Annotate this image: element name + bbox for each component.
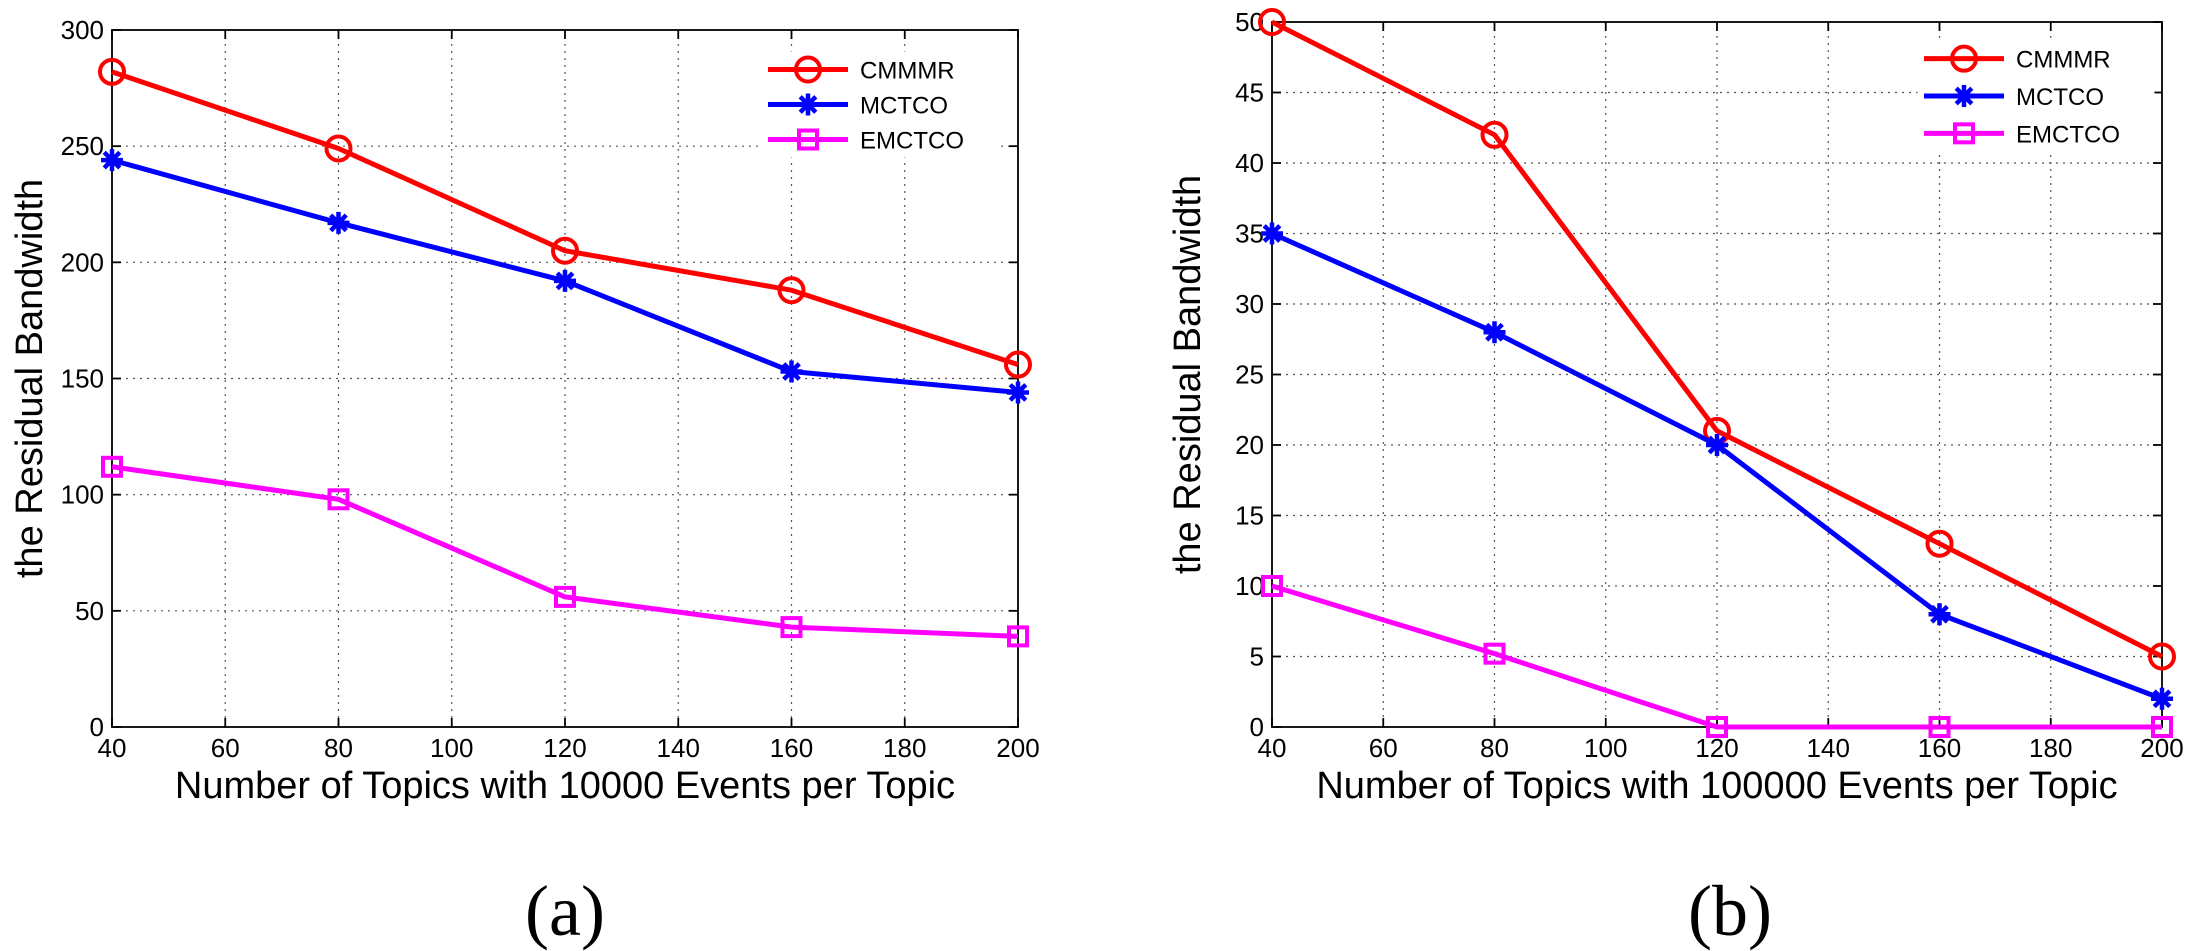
data-point-mctco — [2151, 687, 2173, 710]
y-tick-label: 25 — [1235, 360, 1264, 390]
data-point-mctco — [780, 360, 803, 383]
x-axis-title: Number of Topics with 10000 Events per T… — [175, 765, 955, 807]
x-tick-label: 60 — [211, 733, 240, 763]
legend: CMMMR MCTCO EMCTCO — [1917, 39, 2155, 153]
series-line-emctco — [111, 464, 1019, 639]
y-tick-label: 45 — [1235, 78, 1264, 108]
data-point-cmmmr — [1004, 350, 1032, 379]
data-point-mctco — [1007, 381, 1029, 404]
x-tick-label: 100 — [430, 733, 473, 763]
data-point-mctco — [1928, 603, 1951, 626]
y-axis-title: the Residual Bandwidth — [1167, 175, 1209, 574]
legend-label: CMMMR — [2016, 47, 2111, 74]
y-tick-label: 35 — [1235, 219, 1264, 249]
legend-label: MCTCO — [2016, 84, 2104, 111]
y-tick-label: 0 — [1250, 712, 1264, 742]
series-line-cmmmr — [111, 69, 1019, 367]
x-tick-label: 180 — [883, 733, 926, 763]
data-point-cmmmr — [2148, 642, 2176, 671]
data-point-emctco — [1007, 625, 1029, 648]
data-point-emctco — [2151, 716, 2173, 738]
y-tick-label: 20 — [1235, 430, 1264, 460]
data-point-cmmmr — [98, 57, 126, 86]
y-tick-label: 250 — [61, 131, 104, 161]
legend-marker-cmmmr — [794, 55, 822, 84]
legend-marker-mctco — [797, 93, 819, 116]
y-tick-label: 15 — [1235, 501, 1264, 531]
data-point-mctco — [554, 269, 576, 292]
data-point-emctco — [1706, 716, 1728, 738]
y-tick-label: 5 — [1250, 642, 1264, 672]
chart-panel-b: 40 60 80 100 120 140 160 180 2000510152025303540… — [1167, 7, 2184, 951]
data-point-emctco — [327, 488, 350, 511]
x-tick-label: 80 — [324, 733, 353, 763]
x-tick-label: 160 — [770, 733, 813, 763]
data-point-cmmmr — [1480, 120, 1509, 149]
x-tick-label: 60 — [1369, 733, 1398, 763]
data-point-mctco — [1483, 321, 1506, 344]
legend-marker-cmmmr — [1950, 44, 1978, 73]
panel-label: (b) — [1688, 871, 1772, 951]
x-tick-label: 80 — [1480, 733, 1509, 763]
data-point-cmmmr — [1258, 8, 1286, 36]
legend-marker-emctco — [1953, 122, 1975, 145]
y-tick-label: 40 — [1235, 148, 1264, 178]
x-axis-title: Number of Topics with 100000 Events per … — [1316, 765, 2117, 807]
chart-panel-a: 40 60 80 100 120 140 160 180 200 0 50 100 150 200 250 3… — [9, 15, 1040, 951]
data-point-cmmmr — [777, 276, 806, 305]
y-tick-label: 200 — [61, 247, 104, 277]
y-tick-label: 300 — [61, 15, 104, 45]
panel-label: (a) — [525, 871, 605, 951]
legend-label: EMCTCO — [2016, 121, 2120, 148]
data-point-cmmmr — [1925, 529, 1954, 558]
series-line-emctco — [1271, 583, 2162, 730]
data-point-emctco — [1483, 642, 1506, 665]
x-tick-label: 40 — [1258, 733, 1287, 763]
y-tick-label: 100 — [61, 480, 104, 510]
y-tick-label: 0 — [90, 712, 104, 742]
data-point-cmmmr — [324, 134, 353, 163]
x-tick-label: 100 — [1584, 733, 1627, 763]
y-axis-title: the Residual Bandwidth — [9, 179, 51, 578]
data-point-mctco — [101, 149, 123, 172]
series-line-cmmmr — [1270, 19, 2164, 659]
legend-label: CMMMR — [860, 58, 955, 85]
y-tick-label: 10 — [1235, 571, 1264, 601]
data-point-mctco — [1261, 222, 1283, 245]
legend-marker-mctco — [1953, 85, 1975, 107]
data-point-mctco — [1706, 434, 1728, 456]
legend-label: MCTCO — [860, 93, 948, 120]
legend-label: EMCTCO — [860, 128, 964, 155]
y-tick-label: 150 — [61, 364, 104, 394]
data-point-emctco — [554, 585, 576, 608]
data-point-emctco — [101, 455, 123, 478]
x-tick-label: 140 — [657, 733, 700, 763]
y-tick-label: 50 — [75, 596, 104, 626]
data-point-cmmmr — [551, 236, 579, 265]
data-point-emctco — [1928, 716, 1951, 738]
data-point-mctco — [327, 211, 350, 234]
x-tick-label: 200 — [996, 733, 1039, 763]
x-tick-label: 120 — [543, 733, 586, 763]
legend-marker-emctco — [797, 128, 819, 151]
data-point-emctco — [1261, 575, 1283, 597]
x-tick-label: 180 — [2029, 733, 2072, 763]
legend: CMMMR MCTCO EMCTCO — [761, 51, 999, 158]
x-tick-label: 140 — [1807, 733, 1850, 763]
y-tick-label: 30 — [1235, 289, 1264, 319]
x-tick-label: 40 — [98, 733, 127, 763]
data-point-emctco — [780, 616, 803, 639]
